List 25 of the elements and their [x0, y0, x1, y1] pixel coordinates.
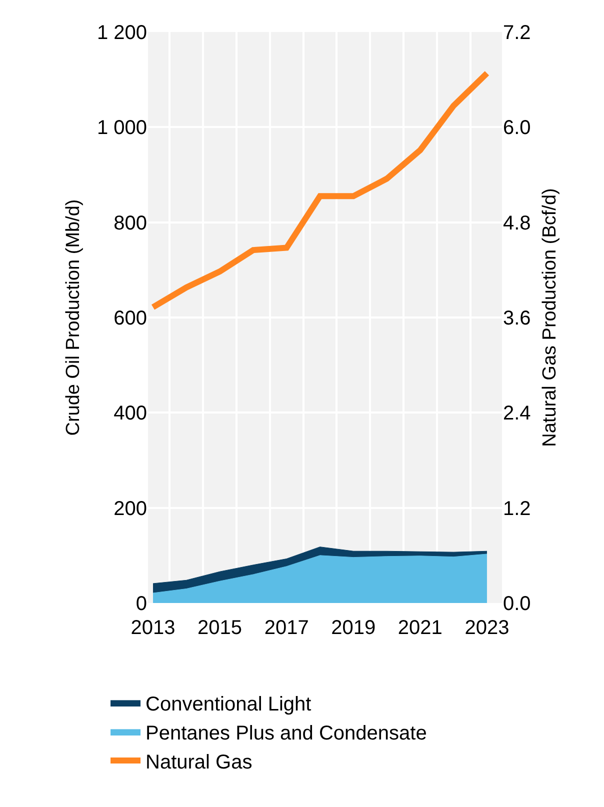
y-tick-label: 0 — [136, 593, 147, 615]
x-tick-label: 2021 — [398, 617, 442, 639]
y-tick-label: 1 200 — [96, 22, 147, 44]
y2-tick-label: 0.0 — [503, 593, 531, 615]
legend-label: Natural Gas — [146, 751, 252, 774]
y2-tick-label: 1.2 — [503, 498, 531, 520]
legend-label: Conventional Light — [146, 693, 312, 716]
x-tick-label: 2023 — [464, 617, 510, 639]
y2-tick-label: 2.4 — [503, 402, 531, 425]
x-tick-label: 2019 — [331, 617, 376, 639]
legend-label: Pentanes Plus and Condensate — [146, 722, 427, 744]
y2-axis-title: Natural Gas Production (Bcf/d) — [540, 188, 561, 447]
x-tick-label: 2013 — [130, 617, 176, 639]
y-tick-label: 600 — [114, 308, 147, 330]
y-tick-label: 400 — [114, 402, 147, 425]
y-tick-label: 1 000 — [96, 117, 147, 140]
y2-tick-label: 6.0 — [503, 117, 531, 140]
y-tick-label: 200 — [114, 498, 147, 520]
y-axis-title: Crude Oil Production (Mb/d) — [62, 199, 84, 436]
y-tick-label: 800 — [114, 212, 147, 234]
y2-tick-label: 4.8 — [503, 212, 531, 234]
y2-tick-label: 7.2 — [503, 22, 531, 44]
y2-tick-label: 3.6 — [503, 308, 531, 330]
x-tick-label: 2017 — [264, 617, 309, 639]
x-tick-label: 2015 — [198, 617, 242, 639]
